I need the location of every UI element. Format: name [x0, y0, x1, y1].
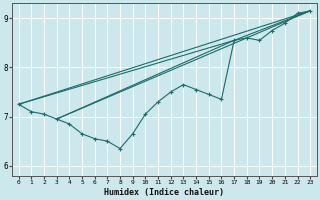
X-axis label: Humidex (Indice chaleur): Humidex (Indice chaleur): [104, 188, 224, 197]
